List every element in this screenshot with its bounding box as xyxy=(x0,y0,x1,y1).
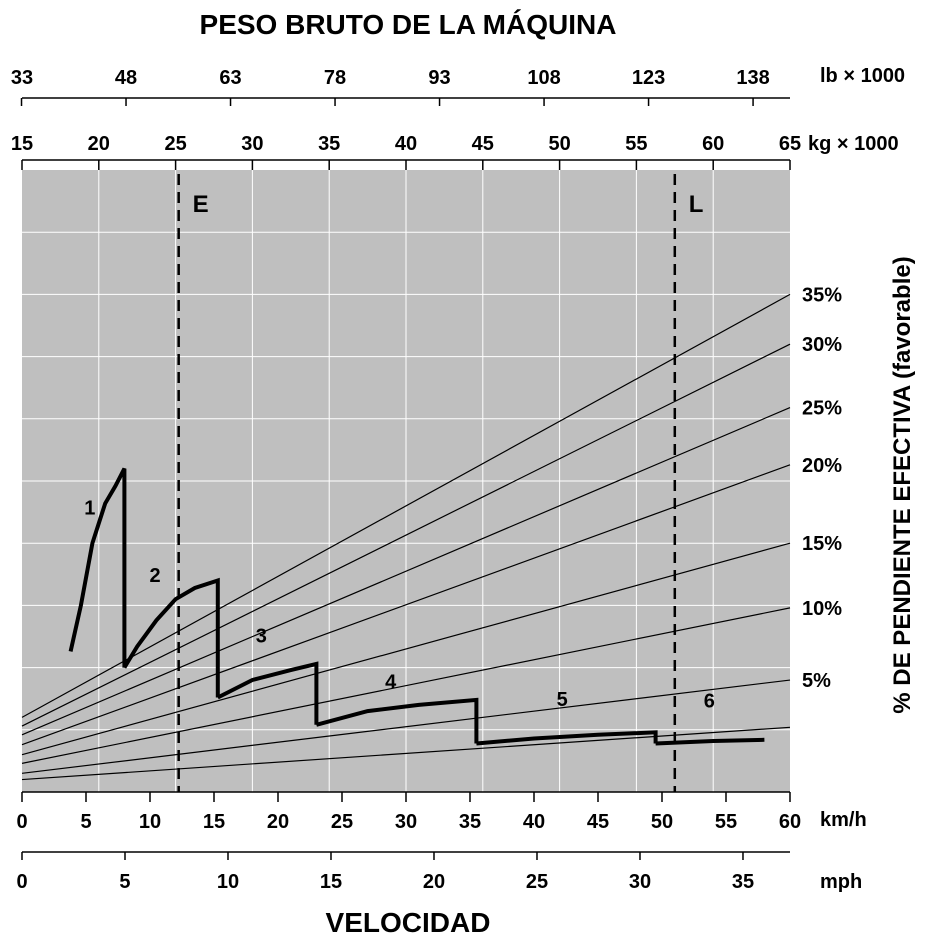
grade-line xyxy=(21,726,791,781)
chart-title: PESO BRUTO DE LA MÁQUINA xyxy=(200,9,617,40)
kg-tick-label: 40 xyxy=(395,133,417,155)
kg-tick-label: 20 xyxy=(88,133,110,155)
kmh-tick-label: 10 xyxy=(139,811,161,833)
kmh-tick-label: 45 xyxy=(587,811,609,833)
mph-tick-label: 35 xyxy=(732,871,754,893)
gear-label: 1 xyxy=(84,498,95,520)
kmh-tick-label: 20 xyxy=(267,811,289,833)
kg-tick-label: 15 xyxy=(11,133,33,155)
gear-labels: 1 2 3 4 5 6 xyxy=(84,498,715,713)
kg-tick-label: 50 xyxy=(548,133,570,155)
mph-tick-label: 5 xyxy=(119,871,130,893)
mph-axis-unit: mph xyxy=(820,871,862,893)
mph-tick-label: 20 xyxy=(423,871,445,893)
mph-tick-label: 10 xyxy=(217,871,239,893)
kmh-tick-label: 55 xyxy=(715,811,737,833)
lb-tick-label: 138 xyxy=(736,67,769,89)
grade-line xyxy=(21,407,791,736)
kmh-tick-label: 40 xyxy=(523,811,545,833)
kg-tick-label: 65 xyxy=(779,133,801,155)
gear-label: 3 xyxy=(256,626,267,648)
gear-label: 4 xyxy=(385,672,397,694)
grid-lines xyxy=(22,170,790,792)
grade-line xyxy=(21,343,791,727)
kmh-tick-label: 0 xyxy=(16,811,27,833)
kg-tick-label: 25 xyxy=(164,133,186,155)
gear-curve xyxy=(315,697,479,744)
gear-curve xyxy=(655,737,765,746)
gear-curves xyxy=(68,467,765,746)
gear-label: 6 xyxy=(704,690,715,712)
gear-curve xyxy=(122,577,220,698)
kg-tick-label: 30 xyxy=(241,133,263,155)
grade-line xyxy=(21,464,791,746)
mph-tick-label: 25 xyxy=(526,871,548,893)
grade-label: 20% xyxy=(802,455,842,477)
kg-axis-unit: kg × 1000 xyxy=(808,133,899,155)
mph-tick-label: 30 xyxy=(629,871,651,893)
lb-tick-label: 48 xyxy=(115,67,137,89)
grade-label: 15% xyxy=(802,533,842,555)
weight-marker-label: L xyxy=(689,191,704,218)
kmh-tick-label: 25 xyxy=(331,811,353,833)
kmh-tick-label: 5 xyxy=(80,811,91,833)
lb-tick-label: 123 xyxy=(632,67,665,89)
y-axis-title: % DE PENDIENTE EFECTIVA (favorable) xyxy=(889,256,916,713)
kmh-tick-label: 15 xyxy=(203,811,225,833)
lb-tick-label: 108 xyxy=(527,67,560,89)
kg-tick-label: 35 xyxy=(318,133,340,155)
x-axis-title: VELOCIDAD xyxy=(326,907,491,938)
lb-tick-label: 78 xyxy=(324,67,346,89)
weight-marker-label: E xyxy=(193,191,209,218)
grade-label: 10% xyxy=(802,598,842,620)
gear-label: 5 xyxy=(557,689,568,711)
mph-tick-label: 15 xyxy=(320,871,342,893)
grade-line xyxy=(21,607,791,764)
lb-axis-unit: lb × 1000 xyxy=(820,65,905,87)
lb-tick-label: 33 xyxy=(11,67,33,89)
kmh-tick-label: 30 xyxy=(395,811,417,833)
grade-label: 35% xyxy=(802,284,842,306)
grade-label: 25% xyxy=(802,398,842,420)
kg-tick-label: 60 xyxy=(702,133,724,155)
grade-line xyxy=(21,542,791,756)
gear-curve xyxy=(476,730,658,746)
grade-line xyxy=(21,679,791,774)
mph-tick-label: 0 xyxy=(16,871,27,893)
kmh-tick-label: 35 xyxy=(459,811,481,833)
lb-tick-label: 63 xyxy=(219,67,241,89)
kg-tick-label: 55 xyxy=(625,133,647,155)
gear-label: 2 xyxy=(150,565,161,587)
grade-label: 5% xyxy=(802,670,831,692)
kg-tick-label: 45 xyxy=(472,133,494,155)
gear-curve xyxy=(216,661,319,725)
grade-lines: 5% 10% 15% 20% 25% 30% 35% xyxy=(21,284,842,781)
gear-curve xyxy=(68,467,127,668)
kmh-tick-label: 50 xyxy=(651,811,673,833)
grade-line xyxy=(21,293,791,718)
kmh-axis-unit: km/h xyxy=(820,809,867,831)
lb-tick-label: 93 xyxy=(428,67,450,89)
grade-label: 30% xyxy=(802,334,842,356)
kmh-tick-label: 60 xyxy=(779,811,801,833)
